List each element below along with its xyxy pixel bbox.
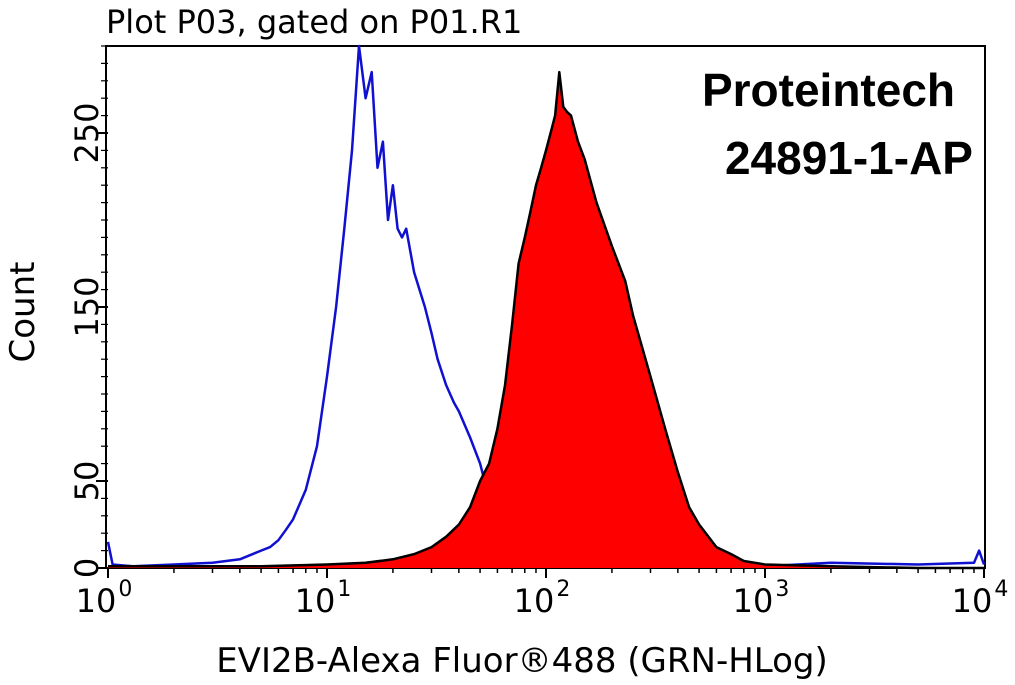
x-tick-label: 104: [952, 577, 1009, 620]
series-1-fill: [108, 72, 984, 568]
x-tick-exponent: 1: [337, 577, 351, 602]
x-tick-label: 100: [76, 577, 133, 620]
x-tick-exponent: 3: [775, 577, 789, 602]
x-tick-exponent: 0: [118, 577, 132, 602]
x-axis-label: EVI2B-Alexa Fluor®488 (GRN-HLog): [216, 641, 828, 681]
x-tick-label: 102: [514, 577, 571, 620]
x-tick-label: 103: [733, 577, 790, 620]
y-tick-label: 50: [68, 461, 106, 502]
watermark-catalog: 24891-1-AP: [725, 132, 973, 184]
y-tick-label: 0: [68, 558, 106, 578]
series-1-line: [108, 70, 984, 570]
x-tick-exponent: 4: [994, 577, 1008, 602]
y-tick-label: 150: [68, 276, 106, 337]
series-layer: [106, 44, 986, 570]
y-axis-label: Count: [3, 262, 43, 363]
x-tick-exponent: 2: [556, 577, 570, 602]
x-tick-label: 101: [295, 577, 352, 620]
chart-title: Plot P03, gated on P01.R1: [106, 3, 522, 41]
y-tick-label: 250: [68, 102, 106, 163]
watermark-brand: Proteintech: [702, 64, 955, 116]
